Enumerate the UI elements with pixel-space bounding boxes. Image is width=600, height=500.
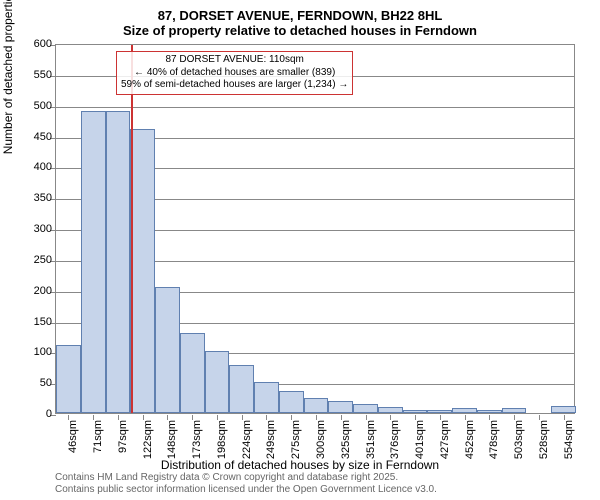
footnote-line: Contains HM Land Registry data © Crown c… <box>55 472 437 484</box>
y-tick-label: 250 <box>34 254 52 266</box>
x-tick-label: 71sqm <box>92 420 104 460</box>
footnote-line: Contains public sector information licen… <box>55 484 437 496</box>
x-tick-label: 554sqm <box>563 420 575 460</box>
chart-container: 87, DORSET AVENUE, FERNDOWN, BH22 8HL Si… <box>0 0 600 500</box>
histogram-bar <box>106 111 131 413</box>
x-axis-label: Distribution of detached houses by size … <box>0 458 600 472</box>
chart-title-sub: Size of property relative to detached ho… <box>0 23 600 42</box>
y-tick-label: 350 <box>34 192 52 204</box>
x-tick-label: 503sqm <box>513 420 525 460</box>
y-tick-label: 450 <box>34 131 52 143</box>
chart-title-main: 87, DORSET AVENUE, FERNDOWN, BH22 8HL <box>0 0 600 23</box>
x-tick-label: 224sqm <box>241 420 253 460</box>
x-tick-label: 351sqm <box>365 420 377 460</box>
x-tick-label: 173sqm <box>191 420 203 460</box>
x-tick-label: 198sqm <box>216 420 228 460</box>
x-tick-label: 427sqm <box>439 420 451 460</box>
plot-area: 87 DORSET AVENUE: 110sqm← 40% of detache… <box>55 44 575 414</box>
histogram-bar <box>155 287 180 413</box>
histogram-bar <box>502 408 527 413</box>
annotation-line: 59% of semi-detached houses are larger (… <box>121 79 348 92</box>
annotation-box: 87 DORSET AVENUE: 110sqm← 40% of detache… <box>116 51 353 95</box>
annotation-line: ← 40% of detached houses are smaller (83… <box>121 67 348 80</box>
x-tick-label: 452sqm <box>464 420 476 460</box>
histogram-bar <box>403 410 428 413</box>
x-tick-label: 528sqm <box>538 420 550 460</box>
y-axis-label: Number of detached properties <box>1 0 15 154</box>
histogram-bar <box>205 351 230 413</box>
x-tick-label: 148sqm <box>166 420 178 460</box>
y-tick-label: 50 <box>40 377 52 389</box>
y-tick-label: 0 <box>46 408 52 420</box>
y-tick-label: 500 <box>34 100 52 112</box>
histogram-bar <box>56 345 81 413</box>
marker-line <box>131 45 133 413</box>
x-tick-label: 275sqm <box>290 420 302 460</box>
x-tick-label: 122sqm <box>142 420 154 460</box>
y-tick-label: 550 <box>34 69 52 81</box>
gridline <box>56 107 574 108</box>
histogram-bar <box>180 333 205 413</box>
x-tick-label: 401sqm <box>414 420 426 460</box>
x-tick-label: 97sqm <box>117 420 129 460</box>
histogram-bar <box>279 391 304 413</box>
histogram-bar <box>378 407 403 413</box>
footnote: Contains HM Land Registry data © Crown c… <box>55 472 437 496</box>
histogram-bar <box>427 410 452 413</box>
histogram-bar <box>130 129 155 413</box>
x-tick-label: 249sqm <box>265 420 277 460</box>
x-tick-label: 376sqm <box>389 420 401 460</box>
y-tick-label: 200 <box>34 285 52 297</box>
y-tick-label: 150 <box>34 316 52 328</box>
x-tick-label: 478sqm <box>488 420 500 460</box>
x-tick-label: 325sqm <box>340 420 352 460</box>
y-tick-label: 400 <box>34 161 52 173</box>
y-tick-label: 300 <box>34 223 52 235</box>
histogram-bar <box>254 382 279 413</box>
y-tick-label: 600 <box>34 38 52 50</box>
histogram-bar <box>81 111 106 413</box>
histogram-bar <box>353 404 378 413</box>
histogram-bar <box>477 410 502 413</box>
histogram-bar <box>551 406 576 413</box>
histogram-bar <box>452 408 477 413</box>
annotation-line: 87 DORSET AVENUE: 110sqm <box>121 54 348 67</box>
y-tick-label: 100 <box>34 346 52 358</box>
x-tick-label: 300sqm <box>315 420 327 460</box>
x-tick-label: 46sqm <box>67 420 79 460</box>
histogram-bar <box>304 398 329 413</box>
histogram-bar <box>328 401 353 413</box>
histogram-bar <box>229 365 254 413</box>
